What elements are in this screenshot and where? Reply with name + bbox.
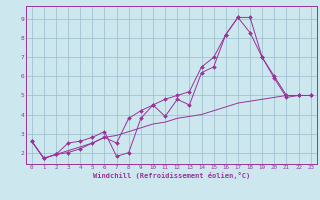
X-axis label: Windchill (Refroidissement éolien,°C): Windchill (Refroidissement éolien,°C): [92, 172, 250, 179]
